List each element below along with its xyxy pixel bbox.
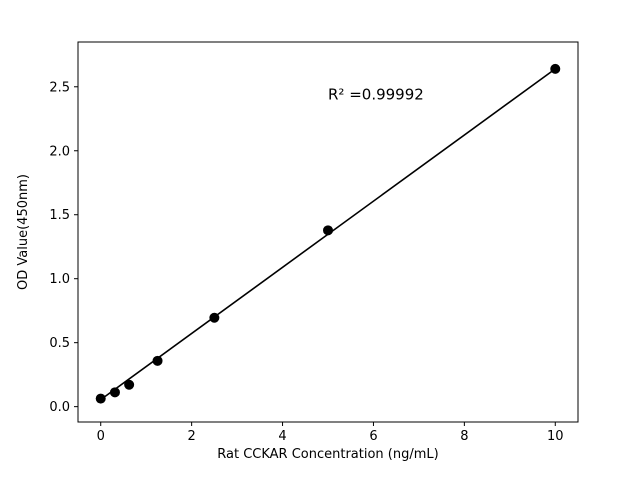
axes-frame: [77, 41, 579, 423]
y-tick-label: 0.5: [49, 336, 70, 351]
r-squared-annotation: R² =0.99992: [328, 86, 424, 104]
data-point: [124, 379, 135, 390]
x-axis-label: Rat CCKAR Concentration (ng/mL): [217, 447, 438, 462]
y-tick-label: 1.0: [49, 272, 70, 287]
x-tick-label: 6: [369, 429, 377, 444]
data-point: [209, 312, 220, 323]
data-point: [550, 63, 561, 74]
data-point: [152, 355, 163, 366]
y-axis-label: OD Value(450nm): [16, 174, 31, 290]
y-tick-label: 1.5: [49, 208, 70, 223]
x-tick-label: 10: [547, 429, 564, 444]
x-tick-label: 0: [97, 429, 105, 444]
y-tick-label: 0.0: [49, 400, 70, 415]
data-point: [109, 387, 120, 398]
y-tick-label: 2.0: [49, 144, 70, 159]
x-tick-label: 2: [187, 429, 195, 444]
data-point: [323, 225, 333, 236]
data-point: [95, 393, 106, 404]
plot-area: 0 2 4 6 8 10 0.0 0.5 1.0 1.5 2.0 2.5: [49, 41, 579, 444]
x-tick-label: 4: [278, 429, 286, 444]
y-tick-label: 2.5: [49, 80, 70, 95]
x-tick-label: 8: [460, 429, 468, 444]
